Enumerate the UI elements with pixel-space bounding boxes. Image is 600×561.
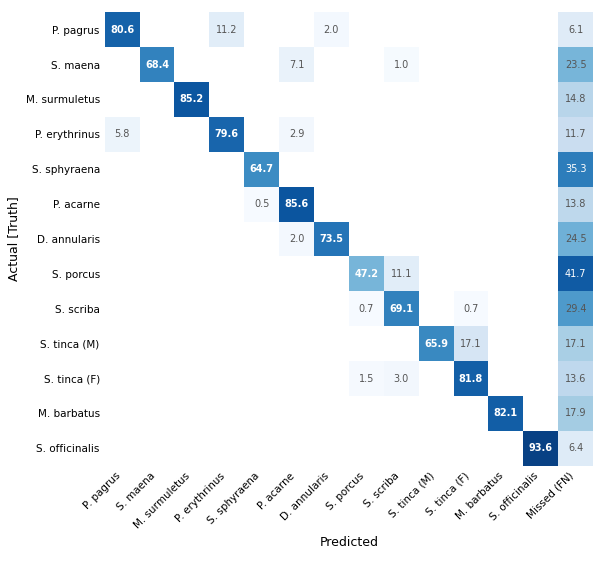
Text: 17.1: 17.1 [460, 339, 482, 349]
Bar [558, 187, 593, 222]
Text: 35.3: 35.3 [565, 164, 586, 174]
Text: 2.0: 2.0 [289, 234, 304, 244]
Bar [384, 291, 419, 327]
Text: 6.4: 6.4 [568, 443, 583, 453]
Bar [104, 117, 139, 152]
Text: 79.6: 79.6 [215, 130, 239, 139]
Bar [279, 187, 314, 222]
Bar [349, 256, 384, 291]
Text: 81.8: 81.8 [459, 374, 483, 384]
Text: 3.0: 3.0 [394, 374, 409, 384]
Text: 0.7: 0.7 [359, 304, 374, 314]
Text: 23.5: 23.5 [565, 59, 586, 70]
Text: 0.7: 0.7 [463, 304, 479, 314]
Text: 7.1: 7.1 [289, 59, 304, 70]
Bar [279, 222, 314, 256]
Text: 1.5: 1.5 [359, 374, 374, 384]
Text: 24.5: 24.5 [565, 234, 586, 244]
Bar [314, 12, 349, 47]
Bar [244, 152, 279, 187]
Text: 69.1: 69.1 [389, 304, 413, 314]
Text: 85.2: 85.2 [180, 94, 204, 104]
Text: 11.2: 11.2 [216, 25, 238, 35]
Bar [558, 82, 593, 117]
Text: 11.1: 11.1 [391, 269, 412, 279]
Bar [558, 361, 593, 396]
Bar [558, 117, 593, 152]
Text: 2.9: 2.9 [289, 130, 304, 139]
Text: 68.4: 68.4 [145, 59, 169, 70]
Bar [104, 12, 139, 47]
Bar [558, 396, 593, 431]
Text: 13.8: 13.8 [565, 199, 586, 209]
Bar [279, 47, 314, 82]
Text: 47.2: 47.2 [354, 269, 378, 279]
Bar [558, 327, 593, 361]
Bar [175, 82, 209, 117]
Bar [558, 12, 593, 47]
Bar [384, 47, 419, 82]
Text: 80.6: 80.6 [110, 25, 134, 35]
Text: 93.6: 93.6 [529, 443, 553, 453]
Bar [419, 327, 454, 361]
Bar [523, 431, 558, 466]
Bar [384, 361, 419, 396]
Bar [139, 47, 175, 82]
Text: 1.0: 1.0 [394, 59, 409, 70]
Text: 82.1: 82.1 [494, 408, 518, 419]
Bar [558, 431, 593, 466]
Text: 41.7: 41.7 [565, 269, 586, 279]
Text: 64.7: 64.7 [250, 164, 274, 174]
Bar [558, 47, 593, 82]
Text: 2.0: 2.0 [324, 25, 339, 35]
Bar [558, 152, 593, 187]
Text: 29.4: 29.4 [565, 304, 586, 314]
Text: 85.6: 85.6 [284, 199, 308, 209]
Text: 0.5: 0.5 [254, 199, 269, 209]
Bar [244, 187, 279, 222]
Text: 5.8: 5.8 [115, 130, 130, 139]
Text: 65.9: 65.9 [424, 339, 448, 349]
Text: 17.1: 17.1 [565, 339, 586, 349]
Bar [488, 396, 523, 431]
Bar [349, 361, 384, 396]
Bar [314, 222, 349, 256]
Y-axis label: Actual [Truth]: Actual [Truth] [7, 197, 20, 282]
Bar [558, 222, 593, 256]
Bar [454, 361, 488, 396]
Text: 11.7: 11.7 [565, 130, 586, 139]
X-axis label: Predicted: Predicted [319, 536, 379, 549]
Text: 17.9: 17.9 [565, 408, 586, 419]
Text: 14.8: 14.8 [565, 94, 586, 104]
Bar [558, 291, 593, 327]
Bar [384, 256, 419, 291]
Bar [209, 117, 244, 152]
Bar [454, 291, 488, 327]
Bar [558, 256, 593, 291]
Text: 73.5: 73.5 [319, 234, 343, 244]
Text: 6.1: 6.1 [568, 25, 583, 35]
Bar [454, 327, 488, 361]
Text: 13.6: 13.6 [565, 374, 586, 384]
Bar [349, 291, 384, 327]
Bar [279, 117, 314, 152]
Bar [209, 12, 244, 47]
